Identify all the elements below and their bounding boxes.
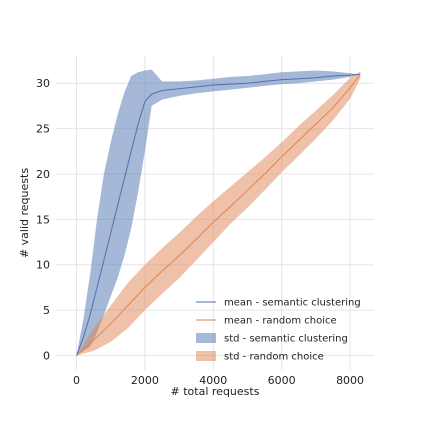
x-tick-label: 4000 (199, 374, 227, 387)
y-tick-label: 30 (36, 77, 50, 90)
y-tick-label: 20 (36, 168, 50, 181)
legend-band-swatch (196, 333, 216, 343)
legend-band-swatch (196, 351, 216, 361)
x-tick-label: 0 (73, 374, 80, 387)
legend-entry-label: std - random choice (224, 352, 324, 363)
legend: mean - semantic clustering mean - random … (196, 298, 361, 363)
y-tick-label: 0 (43, 349, 50, 362)
x-tick-label: 2000 (131, 374, 159, 387)
x-axis-label: # total requests (171, 385, 260, 398)
mean-lines (76, 73, 361, 356)
y-tick-label: 10 (36, 259, 50, 272)
y-tick-label: 5 (43, 304, 50, 317)
std-band-1 (76, 69, 361, 356)
y-tick-label: 25 (36, 123, 50, 136)
x-tick-label: 8000 (336, 374, 364, 387)
legend-entry-label: mean - semantic clustering (224, 298, 361, 309)
mean-line-1 (76, 73, 361, 356)
legend-entry-label: std - semantic clustering (224, 334, 348, 345)
mean-line-2 (76, 73, 361, 356)
tick-labels: 0 2000 4000 6000 8000 0 5 10 15 20 25 30 (36, 77, 364, 387)
y-tick-label: 15 (36, 213, 50, 226)
legend-entry-label: mean - random choice (224, 316, 337, 327)
y-axis-label: # valid requests (18, 168, 31, 258)
x-tick-label: 6000 (268, 374, 296, 387)
